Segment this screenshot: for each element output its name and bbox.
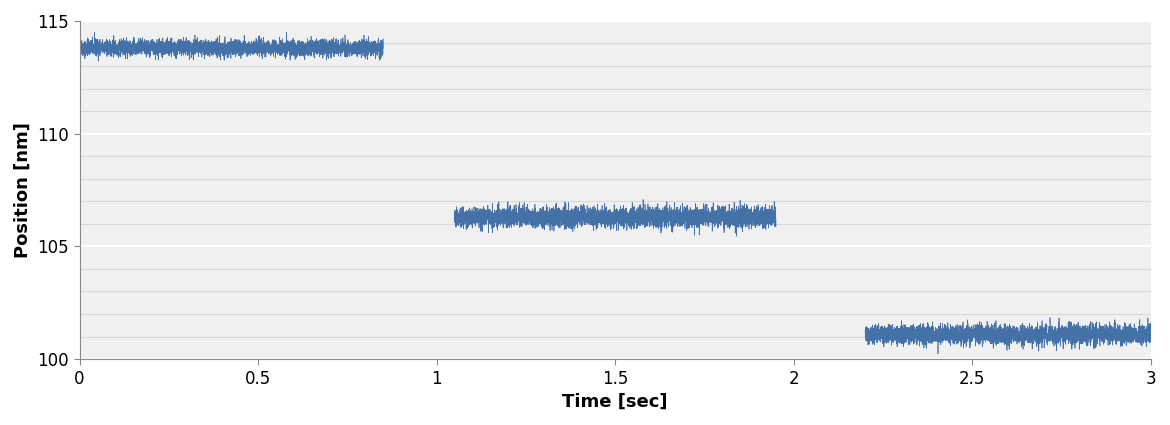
Y-axis label: Position [nm]: Position [nm] (14, 122, 32, 258)
X-axis label: Time [sec]: Time [sec] (563, 393, 668, 411)
